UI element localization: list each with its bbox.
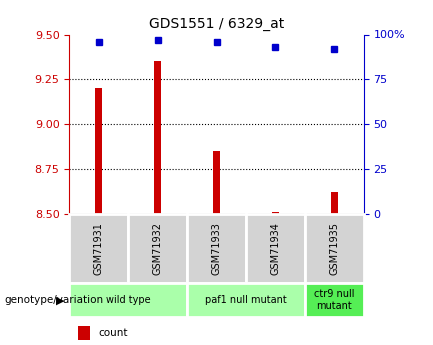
FancyBboxPatch shape	[69, 214, 128, 283]
Text: genotype/variation: genotype/variation	[4, 295, 103, 305]
Bar	[95, 88, 102, 214]
Title: GDS1551 / 6329_at: GDS1551 / 6329_at	[149, 17, 284, 31]
Text: wild type: wild type	[106, 295, 151, 305]
Bar	[78, 326, 90, 340]
FancyBboxPatch shape	[305, 214, 364, 283]
Bar	[272, 212, 279, 214]
Text: GSM71933: GSM71933	[211, 222, 222, 275]
Text: count: count	[99, 328, 128, 338]
Text: GSM71934: GSM71934	[270, 222, 281, 275]
FancyBboxPatch shape	[69, 283, 187, 317]
Text: ▶: ▶	[56, 295, 65, 305]
FancyBboxPatch shape	[187, 283, 305, 317]
Bar	[213, 151, 220, 214]
Text: GSM71932: GSM71932	[152, 222, 163, 275]
Text: paf1 null mutant: paf1 null mutant	[205, 295, 287, 305]
FancyBboxPatch shape	[128, 214, 187, 283]
Text: ctr9 null
mutant: ctr9 null mutant	[314, 289, 355, 311]
FancyBboxPatch shape	[305, 283, 364, 317]
Bar	[154, 61, 161, 214]
FancyBboxPatch shape	[246, 214, 305, 283]
FancyBboxPatch shape	[187, 214, 246, 283]
Bar	[331, 193, 338, 214]
Text: GSM71931: GSM71931	[94, 222, 104, 275]
Text: GSM71935: GSM71935	[329, 222, 339, 275]
